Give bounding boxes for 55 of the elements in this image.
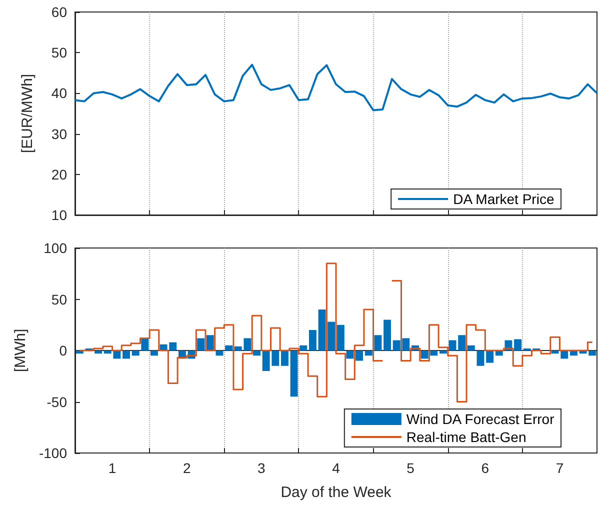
x-tick-label: 7 <box>556 460 564 476</box>
bar <box>206 335 214 350</box>
bar <box>308 330 316 350</box>
bar <box>122 350 130 359</box>
bar <box>384 320 391 350</box>
bar <box>225 345 233 350</box>
y-tick-label: 50 <box>51 44 68 61</box>
bar <box>486 350 494 363</box>
y-tick-label: 30 <box>51 126 68 142</box>
bar <box>290 350 298 397</box>
bar <box>588 350 596 356</box>
bar <box>346 350 354 359</box>
bar <box>253 350 260 356</box>
bar <box>448 340 456 350</box>
legend-label: Real-time Batt-Gen <box>406 429 526 445</box>
legend-label: Wind DA Forecast Error <box>406 411 555 427</box>
bar <box>467 345 475 350</box>
bar <box>141 338 149 350</box>
bar <box>356 350 364 361</box>
bar <box>374 335 382 350</box>
x-tick-label: 4 <box>332 460 340 476</box>
y-tick-label: 50 <box>51 291 68 308</box>
bar <box>94 350 102 354</box>
bar <box>281 350 288 366</box>
bar <box>458 335 466 350</box>
x-tick-label: 3 <box>258 460 266 476</box>
y-axis-title: [MWh] <box>12 328 30 372</box>
bar <box>216 350 224 356</box>
x-tick-label: 6 <box>481 460 490 476</box>
y-tick-label: 20 <box>51 166 68 182</box>
bar <box>328 322 336 350</box>
y-tick-label: -100 <box>38 445 68 461</box>
bar <box>336 324 344 350</box>
y-tick-label: 100 <box>44 240 68 256</box>
y-tick-label: 40 <box>51 85 68 102</box>
x-tick-label: 2 <box>182 460 191 476</box>
y-tick-label: 60 <box>51 4 68 20</box>
bar <box>476 350 484 366</box>
line-series <box>74 64 598 112</box>
bar <box>439 350 447 354</box>
bar <box>300 345 308 350</box>
x-axis-title: Day of the Week <box>280 484 392 501</box>
bar <box>197 338 205 350</box>
y-tick-label: 10 <box>51 207 68 223</box>
x-tick-label: 1 <box>108 460 116 476</box>
bar <box>132 350 140 356</box>
bar <box>364 350 372 356</box>
bar <box>150 350 158 356</box>
bar <box>514 339 522 350</box>
legend-label: DA Market Price <box>453 191 554 207</box>
bar <box>318 310 326 350</box>
y-tick-label: 0 <box>59 342 68 358</box>
x-tick-label: 5 <box>406 460 415 476</box>
y-tick-label: -50 <box>46 394 68 410</box>
y-axis-title: [EUR/MWh] <box>19 74 36 154</box>
